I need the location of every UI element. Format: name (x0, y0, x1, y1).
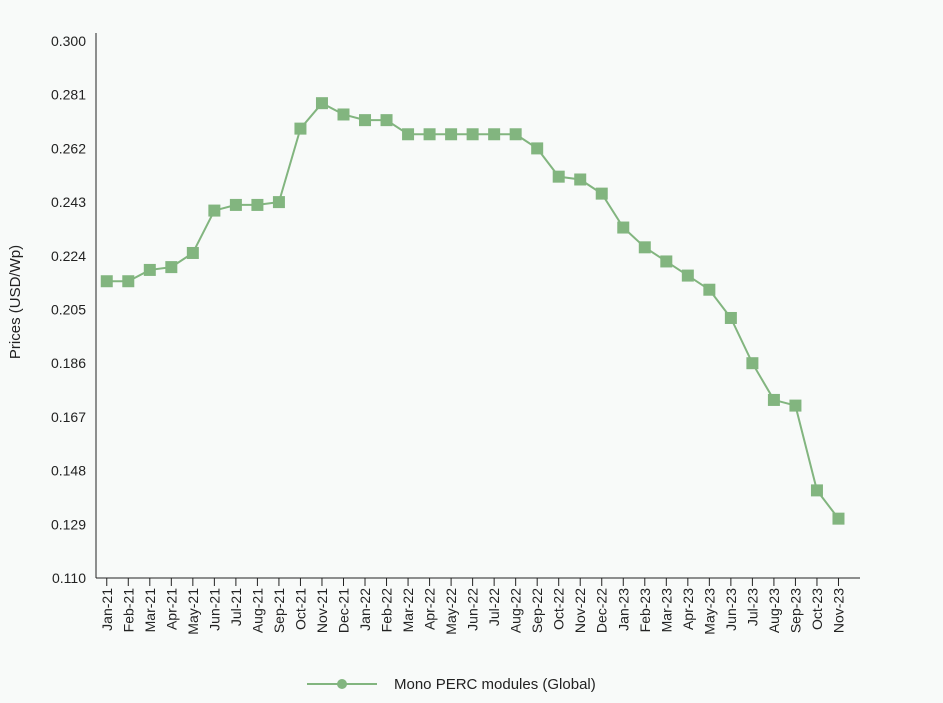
data-point (445, 128, 458, 141)
x-tick-label: Nov-22 (572, 588, 588, 633)
x-tick-label: Jul-22 (486, 588, 502, 626)
data-point (165, 261, 178, 274)
x-tick-label: Jan-21 (99, 588, 115, 631)
data-point (315, 97, 328, 110)
x-tick-label: Jul-23 (744, 588, 760, 626)
y-tick-label: 0.167 (51, 409, 86, 425)
data-point (531, 142, 544, 155)
y-axis-label: Prices (USD/Wp) (7, 245, 24, 359)
y-tick-label: 0.262 (51, 140, 86, 156)
x-tick-label: Oct-22 (551, 588, 567, 630)
legend-label: Mono PERC modules (Global) (394, 676, 596, 693)
x-tick-label: May-22 (443, 588, 459, 635)
x-tick-label: Jan-22 (357, 588, 373, 631)
data-point (402, 128, 415, 141)
data-point (272, 196, 285, 209)
x-tick-label: Nov-23 (830, 588, 846, 633)
data-point (789, 399, 802, 412)
series-line (106, 101, 840, 520)
data-point (638, 241, 651, 254)
x-tick-label: Sep-21 (271, 588, 287, 633)
x-axis-ticks: Jan-21 Feb-21 Mar-21 Apr-21 May-21 Jun-21 Jul-… (99, 578, 846, 635)
data-point (466, 128, 479, 141)
y-axis-ticks: 0.300 0.281 0.262 0.243 0.224 0.205 0.186 0.167… (51, 33, 86, 586)
y-tick-label: 0.186 (51, 355, 86, 371)
x-tick-label: Jun-22 (465, 588, 481, 631)
x-tick-label: Mar-22 (400, 588, 416, 633)
x-tick-label: Feb-22 (379, 588, 395, 633)
y-tick-label: 0.110 (52, 570, 86, 586)
legend-marker (337, 679, 347, 689)
x-tick-label: Oct-21 (292, 588, 308, 630)
x-tick-label: Dec-22 (594, 588, 610, 633)
data-point (832, 512, 845, 525)
y-tick-label: 0.281 (51, 87, 86, 103)
x-tick-label: May-23 (701, 588, 717, 635)
x-tick-label: Jan-23 (615, 588, 631, 631)
data-point (337, 108, 350, 121)
x-tick-label: Aug-23 (766, 588, 782, 633)
x-tick-label: Mar-21 (142, 588, 158, 633)
x-tick-label: Jun-23 (723, 588, 739, 631)
x-tick-label: Feb-21 (120, 588, 136, 633)
data-point (423, 128, 436, 141)
data-point (208, 204, 221, 217)
data-point (100, 275, 113, 288)
x-tick-label: Sep-23 (787, 588, 803, 633)
y-tick-label: 0.300 (51, 33, 86, 49)
y-tick-label: 0.224 (51, 248, 86, 264)
data-point (552, 170, 565, 183)
x-tick-label: Jul-21 (228, 588, 244, 626)
data-point (595, 187, 608, 200)
data-point (660, 255, 673, 268)
x-tick-label: Aug-21 (249, 588, 265, 633)
x-tick-label: May-21 (185, 588, 201, 635)
x-tick-label: Apr-21 (163, 588, 179, 630)
x-tick-label: Nov-21 (314, 588, 330, 633)
x-tick-label: Apr-22 (422, 588, 438, 630)
data-point (767, 393, 780, 406)
y-tick-label: 0.243 (51, 194, 86, 210)
legend: Mono PERC modules (Global) (307, 676, 596, 693)
data-point (186, 246, 199, 259)
data-point (229, 198, 242, 211)
y-tick-label: 0.205 (51, 302, 86, 318)
data-point (703, 283, 716, 296)
data-point (380, 114, 393, 127)
x-tick-label: Jun-21 (206, 588, 222, 631)
x-tick-label: Feb-23 (637, 588, 653, 633)
data-point (294, 122, 307, 135)
x-tick-label: Oct-23 (809, 588, 825, 630)
data-point (574, 173, 587, 186)
x-tick-label: Aug-22 (508, 588, 524, 633)
x-tick-label: Dec-21 (335, 588, 351, 633)
data-point (746, 357, 759, 370)
series-layer (100, 97, 845, 525)
data-point (251, 198, 264, 211)
y-tick-label: 0.129 (51, 516, 86, 532)
data-point (122, 275, 135, 288)
data-point (488, 128, 501, 141)
data-point (810, 484, 823, 497)
data-point (359, 114, 372, 127)
x-tick-label: Mar-23 (658, 588, 674, 633)
data-point (681, 269, 694, 282)
data-point (617, 221, 630, 234)
data-point (143, 263, 156, 276)
x-tick-label: Sep-22 (529, 588, 545, 633)
data-point (509, 128, 522, 141)
x-tick-label: Apr-23 (680, 588, 696, 630)
data-point (724, 311, 737, 324)
y-tick-label: 0.148 (51, 463, 86, 479)
